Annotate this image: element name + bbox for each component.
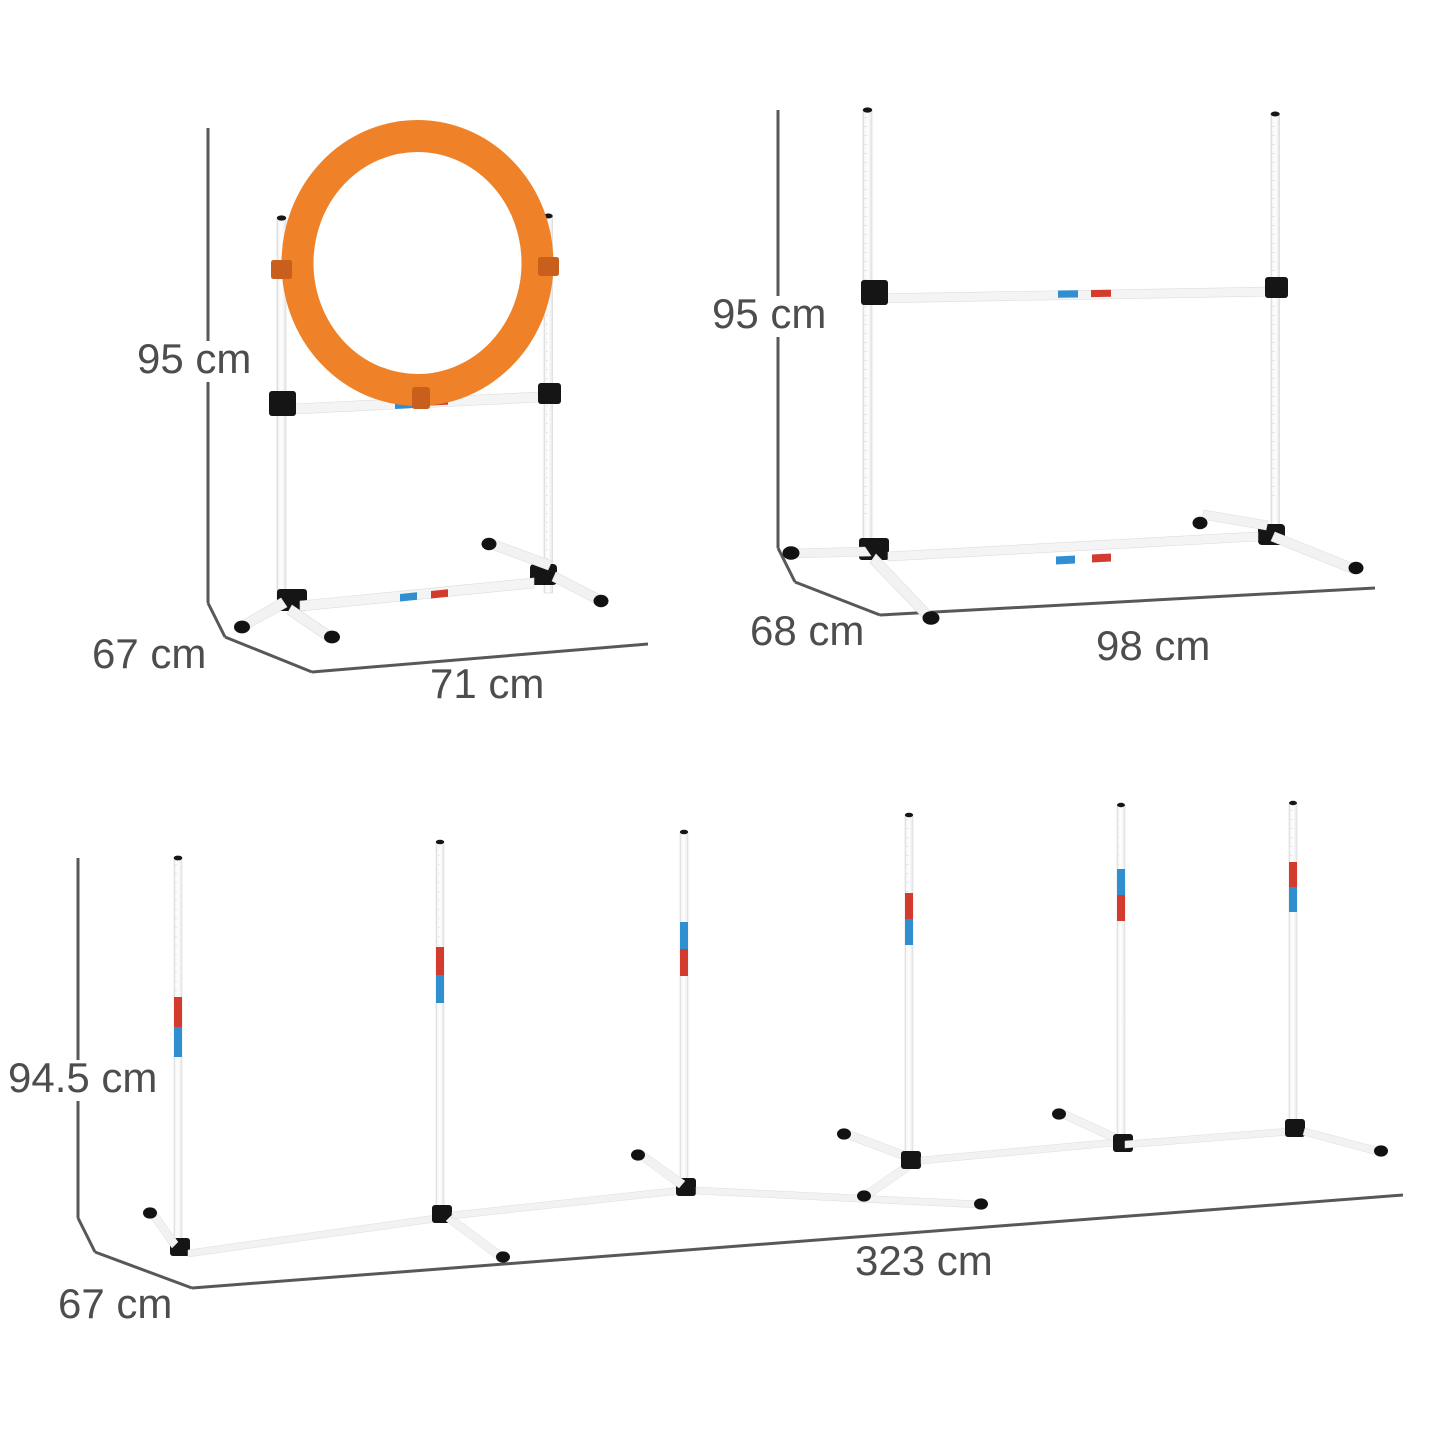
svg-text:95 cm: 95 cm [137, 335, 251, 382]
svg-text:67 cm: 67 cm [92, 630, 206, 677]
svg-text:98 cm: 98 cm [1096, 622, 1210, 669]
svg-text:323 cm: 323 cm [855, 1237, 993, 1284]
svg-text:68 cm: 68 cm [750, 607, 864, 654]
svg-text:71 cm: 71 cm [430, 660, 544, 707]
svg-text:67 cm: 67 cm [58, 1280, 172, 1327]
svg-text:95 cm: 95 cm [712, 290, 826, 337]
svg-text:94.5 cm: 94.5 cm [8, 1054, 157, 1101]
